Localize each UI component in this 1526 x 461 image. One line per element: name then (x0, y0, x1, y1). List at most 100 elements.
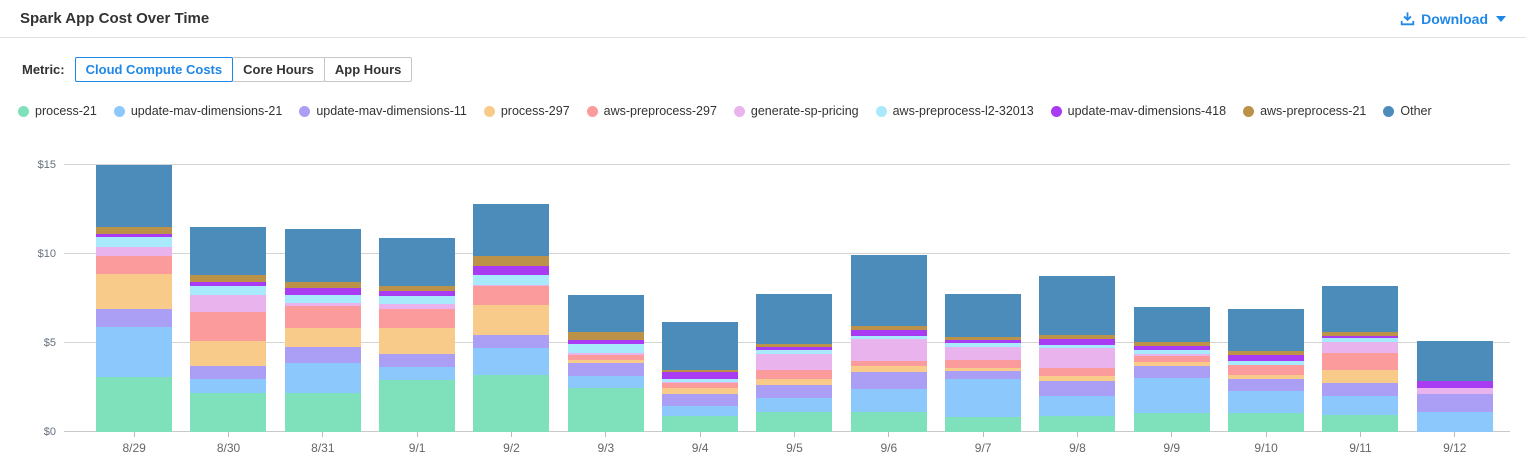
bar-segment[interactable] (567, 359, 644, 364)
bar-segment[interactable] (1039, 376, 1116, 382)
bar-segment[interactable] (190, 392, 267, 432)
bar-segment[interactable] (1133, 413, 1210, 432)
bar-segment[interactable] (567, 355, 644, 360)
bar-segment[interactable] (379, 380, 456, 432)
bar-segment[interactable] (567, 294, 644, 333)
bar-segment[interactable] (1322, 285, 1399, 333)
legend-item[interactable]: aws-preprocess-21 (1243, 104, 1366, 118)
bar-segment[interactable] (1416, 341, 1493, 382)
bar-segment[interactable] (567, 332, 644, 341)
bar-segment[interactable] (96, 255, 173, 274)
bar-segment[interactable] (1228, 413, 1305, 432)
bar-segment[interactable] (284, 287, 361, 295)
bar-segment[interactable] (850, 326, 927, 330)
bar-segment[interactable] (379, 353, 456, 368)
stacked-bar[interactable] (1322, 285, 1399, 432)
stacked-bar[interactable] (284, 229, 361, 432)
bar-segment[interactable] (96, 227, 173, 234)
bar-segment[interactable] (662, 416, 739, 432)
bar-segment[interactable] (662, 387, 739, 394)
bar-segment[interactable] (1133, 346, 1210, 351)
bar-segment[interactable] (1039, 344, 1116, 349)
bar-segment[interactable] (1039, 276, 1116, 336)
legend-item[interactable]: aws-preprocess-297 (586, 104, 717, 118)
bar-segment[interactable] (756, 350, 833, 354)
bar-segment[interactable] (945, 370, 1022, 379)
stacked-bar[interactable] (379, 237, 456, 432)
bar-segment[interactable] (473, 255, 550, 267)
bar-segment[interactable] (1322, 342, 1399, 353)
bar-segment[interactable] (284, 282, 361, 288)
bar-segment[interactable] (190, 227, 267, 276)
stacked-bar[interactable] (567, 294, 644, 432)
bar-segment[interactable] (756, 378, 833, 385)
stacked-bar[interactable] (1228, 309, 1305, 432)
bar-segment[interactable] (284, 392, 361, 432)
bar-segment[interactable] (473, 375, 550, 432)
bar-segment[interactable] (945, 342, 1022, 347)
bar-segment[interactable] (1322, 369, 1399, 384)
bar-segment[interactable] (756, 384, 833, 399)
bar-segment[interactable] (850, 360, 927, 367)
bar-segment[interactable] (473, 266, 550, 276)
legend-item[interactable]: generate-sp-pricing (733, 104, 859, 118)
bar-segment[interactable] (1133, 377, 1210, 414)
bar-segment[interactable] (1039, 416, 1116, 432)
legend-item[interactable]: update-mav-dimensions-21 (113, 104, 282, 118)
bar-segment[interactable] (1416, 393, 1493, 412)
bar-segment[interactable] (96, 233, 173, 238)
legend-item[interactable]: process-297 (483, 104, 570, 118)
bar-segment[interactable] (473, 285, 550, 286)
bar-segment[interactable] (284, 347, 361, 363)
bar-segment[interactable] (96, 273, 173, 310)
bar-segment[interactable] (190, 275, 267, 283)
bar-segment[interactable] (1322, 338, 1399, 343)
stacked-bar[interactable] (945, 293, 1022, 432)
bar-segment[interactable] (756, 411, 833, 432)
metric-option-cloud-compute-costs[interactable]: Cloud Compute Costs (74, 57, 234, 82)
bar-segment[interactable] (190, 378, 267, 393)
bar-segment[interactable] (96, 246, 173, 256)
bar-segment[interactable] (662, 393, 739, 407)
bar-segment[interactable] (96, 237, 173, 247)
bar-segment[interactable] (662, 378, 739, 383)
bar-segment[interactable] (756, 347, 833, 351)
bar-segment[interactable] (379, 367, 456, 381)
bar-segment[interactable] (96, 376, 173, 432)
bar-segment[interactable] (1228, 309, 1305, 351)
bar-segment[interactable] (284, 362, 361, 393)
bar-segment[interactable] (1039, 348, 1116, 369)
bar-segment[interactable] (190, 366, 267, 379)
bar-segment[interactable] (850, 411, 927, 432)
bar-segment[interactable] (850, 372, 927, 390)
bar-segment[interactable] (284, 302, 361, 307)
bar-segment[interactable] (567, 363, 644, 376)
bar-segment[interactable] (379, 327, 456, 354)
bar-segment[interactable] (1039, 395, 1116, 416)
bar-segment[interactable] (945, 378, 1022, 417)
bar-segment[interactable] (1416, 388, 1493, 394)
bar-segment[interactable] (284, 229, 361, 283)
bar-segment[interactable] (473, 304, 550, 335)
bar-segment[interactable] (1228, 391, 1305, 414)
metric-option-core-hours[interactable]: Core Hours (232, 57, 325, 82)
bar-segment[interactable] (1039, 368, 1116, 377)
bar-segment[interactable] (1228, 365, 1305, 375)
bar-segment[interactable] (945, 340, 1022, 343)
bar-segment[interactable] (96, 165, 173, 228)
bar-segment[interactable] (1228, 355, 1305, 361)
bar-segment[interactable] (1133, 353, 1210, 357)
legend-item[interactable]: aws-preprocess-l2-32013 (875, 104, 1034, 118)
bar-segment[interactable] (190, 294, 267, 312)
bar-segment[interactable] (1322, 396, 1399, 416)
bar-segment[interactable] (756, 343, 833, 348)
download-button[interactable]: Download (1400, 11, 1506, 27)
metric-option-app-hours[interactable]: App Hours (323, 57, 413, 82)
bar-segment[interactable] (945, 359, 1022, 368)
bar-segment[interactable] (473, 348, 550, 375)
bar-segment[interactable] (284, 327, 361, 348)
bar-segment[interactable] (1228, 379, 1305, 392)
stacked-bar[interactable] (850, 254, 927, 432)
bar-segment[interactable] (850, 389, 927, 412)
bar-segment[interactable] (473, 275, 550, 286)
